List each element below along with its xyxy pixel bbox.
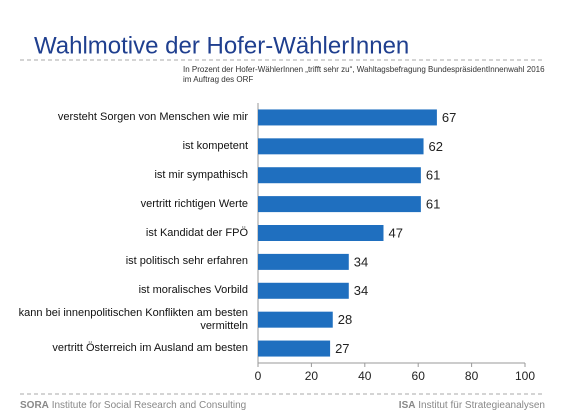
category-label: kann bei innenpolitischen Konflikten am … — [18, 306, 248, 332]
bar — [258, 282, 349, 299]
subtitle: im Auftrag des ORF — [183, 75, 253, 84]
value-label: 67 — [442, 110, 456, 125]
bar — [258, 340, 331, 357]
x-tick-label: 40 — [358, 369, 372, 383]
category-label: vertritt richtigen Werte — [140, 197, 248, 210]
category-label: ist politisch sehr erfahren — [125, 255, 248, 268]
footer-org: ISA — [399, 400, 416, 411]
category-label: vertritt Österreich im Ausland am besten — [52, 342, 248, 355]
footer-left: SORA Institute for Social Research and C… — [20, 400, 246, 411]
chart-title: Wahlmotive der Hofer-WählerInnen — [34, 32, 409, 59]
value-label: 28 — [338, 312, 352, 327]
footer-text: Institut für Strategieanalysen — [418, 400, 545, 411]
bar — [258, 225, 384, 241]
x-tick-label: 20 — [305, 369, 319, 383]
value-label: 34 — [354, 254, 368, 269]
footer-right: ISA Institut für Strategieanalysen — [399, 400, 545, 411]
bar — [258, 109, 437, 126]
category-label: ist Kandidat der FPÖ — [145, 226, 248, 239]
x-tick-label: 80 — [465, 369, 479, 383]
value-label: 61 — [426, 168, 440, 183]
value-label: 62 — [429, 139, 443, 154]
category-label: ist kompetent — [182, 139, 248, 152]
bar — [258, 196, 421, 213]
x-tick-label: 100 — [515, 369, 535, 383]
value-label: 61 — [426, 197, 440, 212]
category-label: ist mir sympathisch — [154, 168, 248, 181]
bar — [258, 311, 333, 328]
footer-text: Institute for Social Research and Consul… — [52, 400, 247, 411]
value-label: 27 — [335, 341, 349, 356]
footer-org: SORA — [20, 400, 49, 411]
value-label: 47 — [388, 225, 402, 240]
bar — [258, 253, 349, 270]
bar — [258, 167, 421, 184]
category-label: versteht Sorgen von Menschen wie mir — [57, 110, 248, 123]
x-tick-label: 0 — [255, 369, 262, 383]
x-tick-label: 60 — [412, 369, 426, 383]
value-label: 34 — [354, 283, 368, 298]
category-label: ist moralisches Vorbild — [138, 284, 248, 297]
subtitle: In Prozent der Hofer-WählerInnen „trifft… — [183, 65, 545, 74]
bar — [258, 138, 424, 155]
